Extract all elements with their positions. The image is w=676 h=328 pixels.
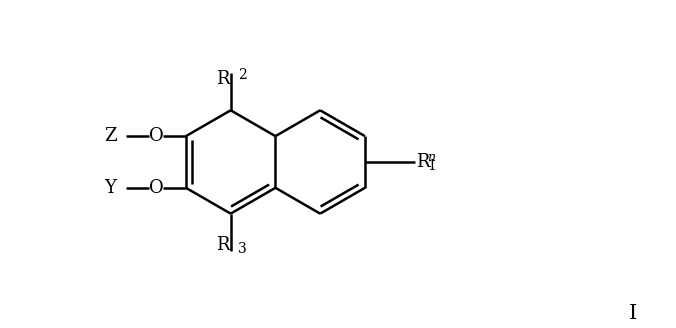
Text: 1: 1 <box>427 159 437 173</box>
Text: Z: Z <box>104 127 117 145</box>
Text: Y: Y <box>105 179 116 197</box>
Text: R: R <box>416 153 429 171</box>
Text: I: I <box>629 304 637 323</box>
Text: n: n <box>427 151 435 163</box>
Text: O: O <box>149 127 164 145</box>
Text: R: R <box>216 70 230 88</box>
Text: 2: 2 <box>238 68 246 82</box>
Text: O: O <box>149 179 164 197</box>
Text: R: R <box>216 236 230 255</box>
Text: 3: 3 <box>238 242 246 256</box>
